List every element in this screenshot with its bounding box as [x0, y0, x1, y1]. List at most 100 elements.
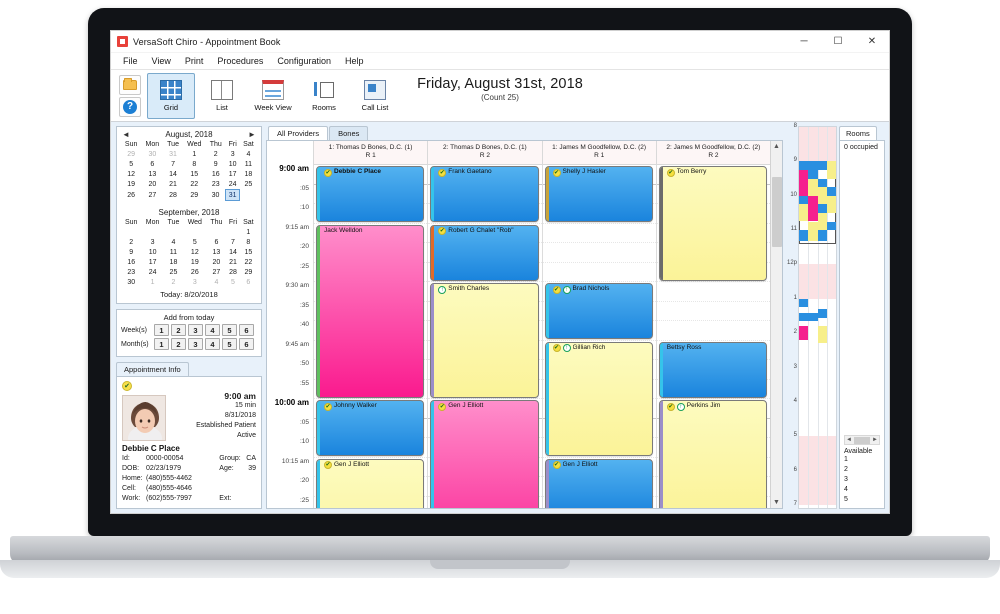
toolbar-list-button[interactable]: List: [198, 73, 246, 119]
september-day[interactable]: 13: [212, 248, 221, 256]
overview-grid[interactable]: [798, 126, 837, 509]
august-day[interactable]: 1: [192, 150, 197, 158]
august-day[interactable]: 15: [190, 170, 199, 178]
august-day[interactable]: 6: [150, 160, 155, 168]
grid-vertical-scrollbar[interactable]: ▲ ▼: [770, 141, 782, 508]
august-day[interactable]: 27: [148, 191, 157, 199]
august-day[interactable]: 17: [228, 170, 237, 178]
grid-slot[interactable]: [428, 380, 542, 399]
menu-procedures[interactable]: Procedures: [217, 56, 264, 66]
add-months-1-button[interactable]: 1: [154, 338, 169, 350]
appointment-block[interactable]: ✔ ↑ Gillian Rich: [544, 341, 653, 456]
appointment-block[interactable]: ✔ Debbie C Place: [316, 166, 425, 222]
august-day[interactable]: 29: [127, 150, 136, 158]
menu-configuration[interactable]: Configuration: [277, 56, 331, 66]
august-day[interactable]: 5: [129, 160, 134, 168]
september-day[interactable]: 12: [190, 248, 199, 256]
september-day[interactable]: 18: [169, 258, 178, 266]
add-weeks-2-button[interactable]: 2: [171, 324, 186, 336]
add-weeks-6-button[interactable]: 6: [239, 324, 254, 336]
tab-appointment-info[interactable]: Appointment Info: [116, 362, 189, 376]
rooms-scroll-right-icon[interactable]: ►: [872, 437, 878, 443]
calendar-prev-icon[interactable]: ◄: [122, 130, 130, 139]
scroll-down-icon[interactable]: ▼: [770, 497, 782, 508]
scroll-up-icon[interactable]: ▲: [770, 141, 782, 152]
rooms-horizontal-scrollbar[interactable]: ◄ ►: [844, 435, 880, 445]
rooms-available-list[interactable]: 1 2 3 4 5: [844, 455, 880, 505]
september-day[interactable]: 29: [244, 268, 253, 276]
august-day[interactable]: 20: [148, 180, 157, 188]
appointment-block[interactable]: ✔ ↑ Brad Nichols: [544, 283, 653, 339]
august-day[interactable]: 12: [127, 170, 136, 178]
august-day[interactable]: 2: [213, 150, 218, 158]
august-day[interactable]: 4: [246, 150, 251, 158]
september-day[interactable]: 22: [244, 258, 253, 266]
close-button[interactable]: ✕: [867, 36, 877, 47]
toolbar-rooms-button[interactable]: Rooms: [300, 73, 348, 119]
september-day[interactable]: 1: [150, 278, 155, 286]
grid-slot[interactable]: [314, 204, 428, 224]
september-day[interactable]: 7: [231, 238, 235, 246]
appointment-block[interactable]: ✔ ↑ Perkins Jim: [658, 400, 767, 508]
september-day[interactable]: 11: [169, 248, 178, 256]
menu-print[interactable]: Print: [184, 56, 204, 66]
menu-help[interactable]: Help: [344, 56, 364, 66]
grid-slot[interactable]: [656, 380, 770, 399]
august-day[interactable]: 16: [211, 170, 220, 178]
august-day[interactable]: 29: [190, 191, 199, 199]
grid-slot[interactable]: [542, 243, 656, 263]
maximize-button[interactable]: ☐: [833, 36, 843, 47]
grid-slot[interactable]: [542, 263, 656, 282]
september-day[interactable]: 27: [212, 268, 221, 276]
august-day[interactable]: 10: [228, 160, 237, 168]
column-header-0[interactable]: 1: Thomas D Bones, D.C. (1) R 1: [313, 141, 428, 165]
september-day[interactable]: 5: [192, 238, 197, 246]
room-available-item[interactable]: 3: [844, 476, 848, 483]
grid-slot[interactable]: [656, 263, 770, 282]
appointment-block[interactable]: ✔ Frank Gaetano: [430, 166, 539, 222]
september-day[interactable]: 24: [148, 268, 157, 276]
add-weeks-5-button[interactable]: 5: [222, 324, 237, 336]
grid-slot[interactable]: [314, 438, 428, 458]
tab-all-providers[interactable]: All Providers: [268, 126, 329, 140]
august-day[interactable]: 19: [127, 180, 136, 188]
september-day[interactable]: 16: [127, 258, 136, 266]
grid-slot[interactable]: [428, 204, 542, 224]
september-day[interactable]: 21: [229, 258, 237, 266]
toolbar-grid-button[interactable]: Grid: [147, 72, 195, 119]
rooms-scroll-left-icon[interactable]: ◄: [846, 437, 852, 443]
grid-slot[interactable]: [542, 438, 656, 458]
august-day[interactable]: 11: [244, 160, 253, 168]
september-day[interactable]: 25: [169, 268, 178, 276]
add-weeks-3-button[interactable]: 3: [188, 324, 203, 336]
september-day[interactable]: 4: [171, 238, 176, 246]
september-day[interactable]: 26: [190, 268, 199, 276]
appointment-block[interactable]: ✔ Tom Berry: [658, 166, 767, 281]
appointment-block[interactable]: Bettsy Ross: [658, 341, 767, 398]
september-day[interactable]: 30: [127, 278, 136, 286]
august-day[interactable]: 24: [228, 180, 237, 188]
september-day[interactable]: 2: [171, 278, 176, 286]
grid-slot[interactable]: [542, 321, 656, 341]
add-months-3-button[interactable]: 3: [188, 338, 203, 350]
appointment-block[interactable]: ↑ Smith Charles: [430, 283, 539, 398]
appointment-block[interactable]: ✔ Johnny Walker: [316, 400, 425, 456]
tab-bones[interactable]: Bones: [329, 126, 369, 140]
august-day[interactable]: 18: [244, 170, 253, 178]
grid-slot[interactable]: [542, 224, 656, 243]
add-months-2-button[interactable]: 2: [171, 338, 186, 350]
august-day[interactable]: 13: [148, 170, 157, 178]
appointment-block[interactable]: ✔ Gen J Elliott: [544, 458, 653, 508]
september-day[interactable]: 19: [190, 258, 199, 266]
september-day[interactable]: 1: [246, 228, 251, 236]
rooms-scroll-thumb[interactable]: [854, 436, 870, 444]
september-day[interactable]: 23: [127, 268, 136, 276]
room-available-item[interactable]: 2: [844, 466, 848, 473]
september-day[interactable]: 2: [129, 238, 134, 246]
august-day[interactable]: 30: [148, 150, 157, 158]
add-weeks-1-button[interactable]: 1: [154, 324, 169, 336]
august-day[interactable]: 23: [211, 180, 220, 188]
appointment-block[interactable]: Jack Welldon: [316, 224, 425, 398]
august-day[interactable]: 3: [230, 150, 235, 158]
